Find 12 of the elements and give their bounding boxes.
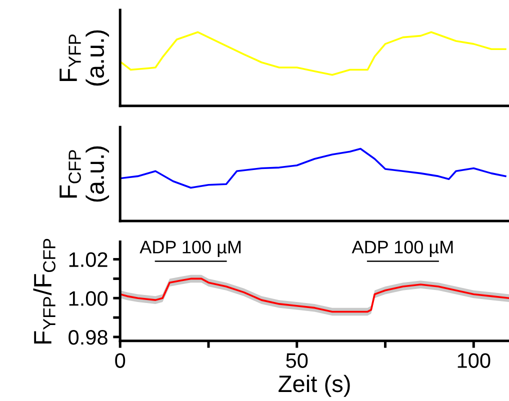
- x-tick-label: 50: [286, 353, 308, 368]
- y-axis-title: F$_{CFP}$ (a.u.): [60, 146, 109, 202]
- legend-label: ADP 100 µM: [140, 240, 241, 258]
- x-axis-title: Zeit (s): [278, 374, 350, 397]
- y-axis-title: F$_{YFP}$ (a.u.): [60, 30, 109, 86]
- x-tick-label: 0: [115, 353, 126, 368]
- y-tick-label: 1.00: [69, 291, 108, 306]
- y-axis-title: F$_{YFP}$/F$_{CFP}$: [33, 238, 56, 344]
- y-tick-label: 0.98: [68, 330, 108, 345]
- series-label: ADP 100 µM: [352, 240, 453, 258]
- x-tick-label: 100: [458, 353, 490, 368]
- y-tick-label: 1.02: [69, 252, 108, 268]
